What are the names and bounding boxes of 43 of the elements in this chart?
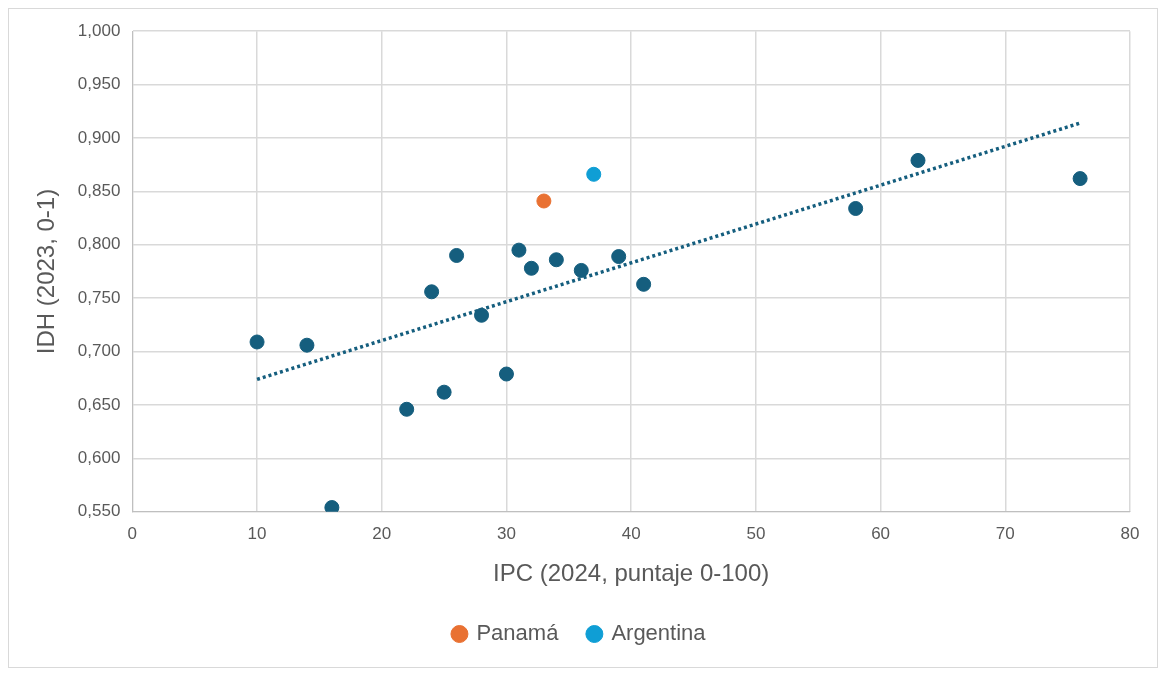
y-tick-label: 0,850 [77,181,121,201]
x-tick-label: 10 [247,523,267,543]
point [586,166,602,182]
y-tick-label: 0,750 [77,287,121,307]
x-tick-label: 60 [871,523,891,543]
point [611,249,627,265]
y-tick-label: 0,700 [77,341,121,361]
point [523,260,539,276]
point [498,366,514,382]
x-tick-label: 70 [995,523,1015,543]
x-tick-label: 50 [746,523,766,543]
x-tick-label: 80 [1120,523,1140,543]
point [436,384,452,400]
x-tick-label: 0 [127,523,138,543]
x-axis-title: IPC (2024, puntaje 0-100) [493,559,770,587]
point [324,500,340,512]
y-tick-label: 0,650 [77,394,121,414]
point [249,334,265,350]
point [536,193,552,209]
point [449,247,465,263]
point [548,252,564,268]
y-tick-label: 1,000 [77,20,121,40]
x-tick-label: 40 [621,523,641,543]
point [1072,171,1088,187]
x-tick-label: 20 [372,523,392,543]
legend-label: Panamá [476,620,560,646]
y-tick-label: 0,800 [77,234,121,254]
point [299,337,315,353]
point [636,276,652,292]
y-tick-label: 0,550 [77,501,121,521]
point [910,152,926,168]
legend-label: Argentina [611,620,707,646]
point [399,401,415,417]
point [511,242,527,258]
y-tick-label: 0,900 [77,127,121,147]
y-tick-label: 0,950 [77,74,121,94]
y-tick-label: 0,600 [77,448,121,468]
point [424,284,440,300]
point [573,262,589,278]
point [474,307,490,323]
x-tick-label: 30 [497,523,516,543]
point [848,200,864,216]
y-axis-title: IDH (2023, 0-1) [32,188,60,355]
